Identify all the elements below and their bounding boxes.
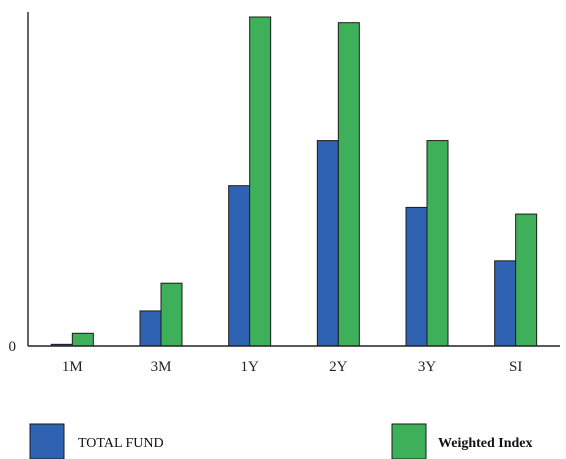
- bar-total-fund-3y: [405, 206, 428, 347]
- bar-weighted-index-2y: [337, 22, 360, 347]
- bar-weighted-index-1y: [249, 16, 272, 347]
- x-tick-label-1m: 1M: [62, 359, 83, 375]
- x-tick-label-si: SI: [509, 359, 522, 375]
- legend: TOTAL FUND Weighted Index: [29, 423, 533, 459]
- x-tick-label-1y: 1Y: [240, 359, 259, 375]
- bar-weighted-index-3y: [426, 140, 449, 347]
- bar-total-fund-si: [494, 260, 517, 347]
- y-tick-label-0: 0: [9, 339, 17, 355]
- bar-total-fund-3m: [139, 310, 162, 347]
- bar-total-fund-1y: [228, 185, 251, 347]
- bar-weighted-index-1m: [71, 332, 94, 347]
- x-tick-labels: 1M 3M 1Y 2Y 3Y SI: [62, 359, 522, 375]
- x-tick-label-3y: 3Y: [418, 359, 437, 375]
- legend-label-total-fund: TOTAL FUND: [78, 436, 164, 451]
- legend-swatch-total-fund: [29, 423, 65, 459]
- bar-weighted-index-si: [515, 213, 538, 347]
- bar-total-fund-2y: [316, 140, 339, 347]
- x-tick-label-2y: 2Y: [329, 359, 348, 375]
- bar-weighted-index-3m: [160, 282, 183, 347]
- x-tick-label-3m: 3M: [151, 359, 172, 375]
- bars-layer: [50, 16, 538, 347]
- legend-swatch-weighted-index: [391, 423, 427, 459]
- legend-label-weighted-index: Weighted Index: [438, 436, 533, 451]
